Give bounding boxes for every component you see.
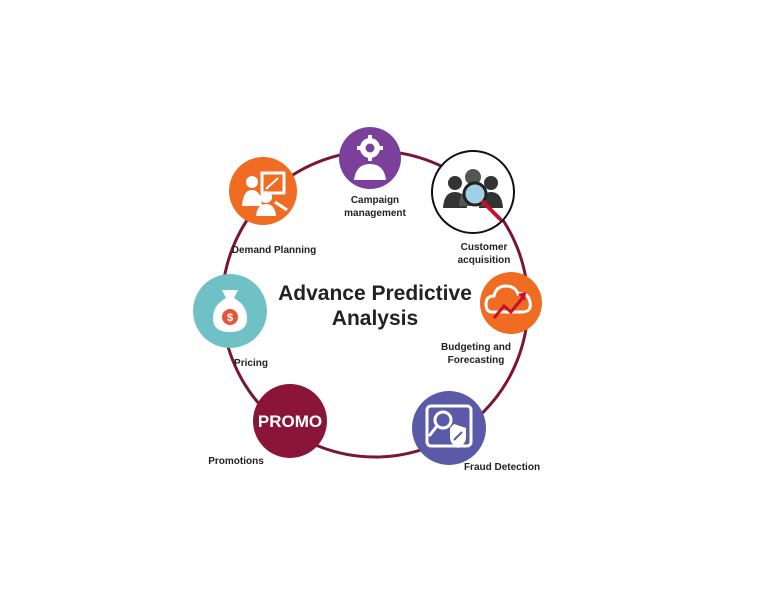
fraud-label: Fraud Detection (464, 462, 540, 473)
gear-person-icon (354, 135, 386, 180)
fraud-circle (412, 391, 486, 465)
svg-text:$: $ (227, 312, 233, 324)
promo-badge-icon (253, 384, 327, 458)
budgeting-label-line2: Forecasting (448, 355, 505, 366)
node-budgeting-forecasting: Budgeting and Forecasting (441, 272, 542, 366)
promotions-label: Promotions (208, 456, 264, 467)
node-promotions: PROMO Promotions (208, 384, 327, 467)
node-campaign-management: Campaign management (339, 127, 407, 219)
demand-label: Demand Planning (232, 245, 316, 256)
budgeting-label-line1: Budgeting and (441, 342, 511, 353)
pricing-label: Pricing (234, 358, 268, 369)
money-bag-icon: $ (212, 290, 248, 332)
node-demand-planning: Demand Planning (229, 157, 316, 256)
node-pricing: $ Pricing (193, 274, 268, 369)
node-customer-acquisition: Customer acquisition (431, 150, 515, 266)
presentation-people-icon (242, 171, 288, 216)
node-fraud-detection: Fraud Detection (412, 391, 540, 473)
customer-label-line1: Customer (461, 242, 508, 253)
customer-label-line2: acquisition (458, 255, 511, 266)
promo-badge-text: PROMO (258, 412, 322, 431)
budgeting-circle (480, 272, 542, 334)
diagram-title-line2: Analysis (332, 307, 418, 330)
cloud-growth-icon (484, 284, 532, 319)
people-magnifier-icon (443, 169, 503, 221)
campaign-label-line2: management (344, 208, 406, 219)
diagram-title-line1: Advance Predictive (278, 282, 472, 305)
campaign-label-line1: Campaign (351, 195, 399, 206)
search-shield-icon (425, 404, 473, 448)
